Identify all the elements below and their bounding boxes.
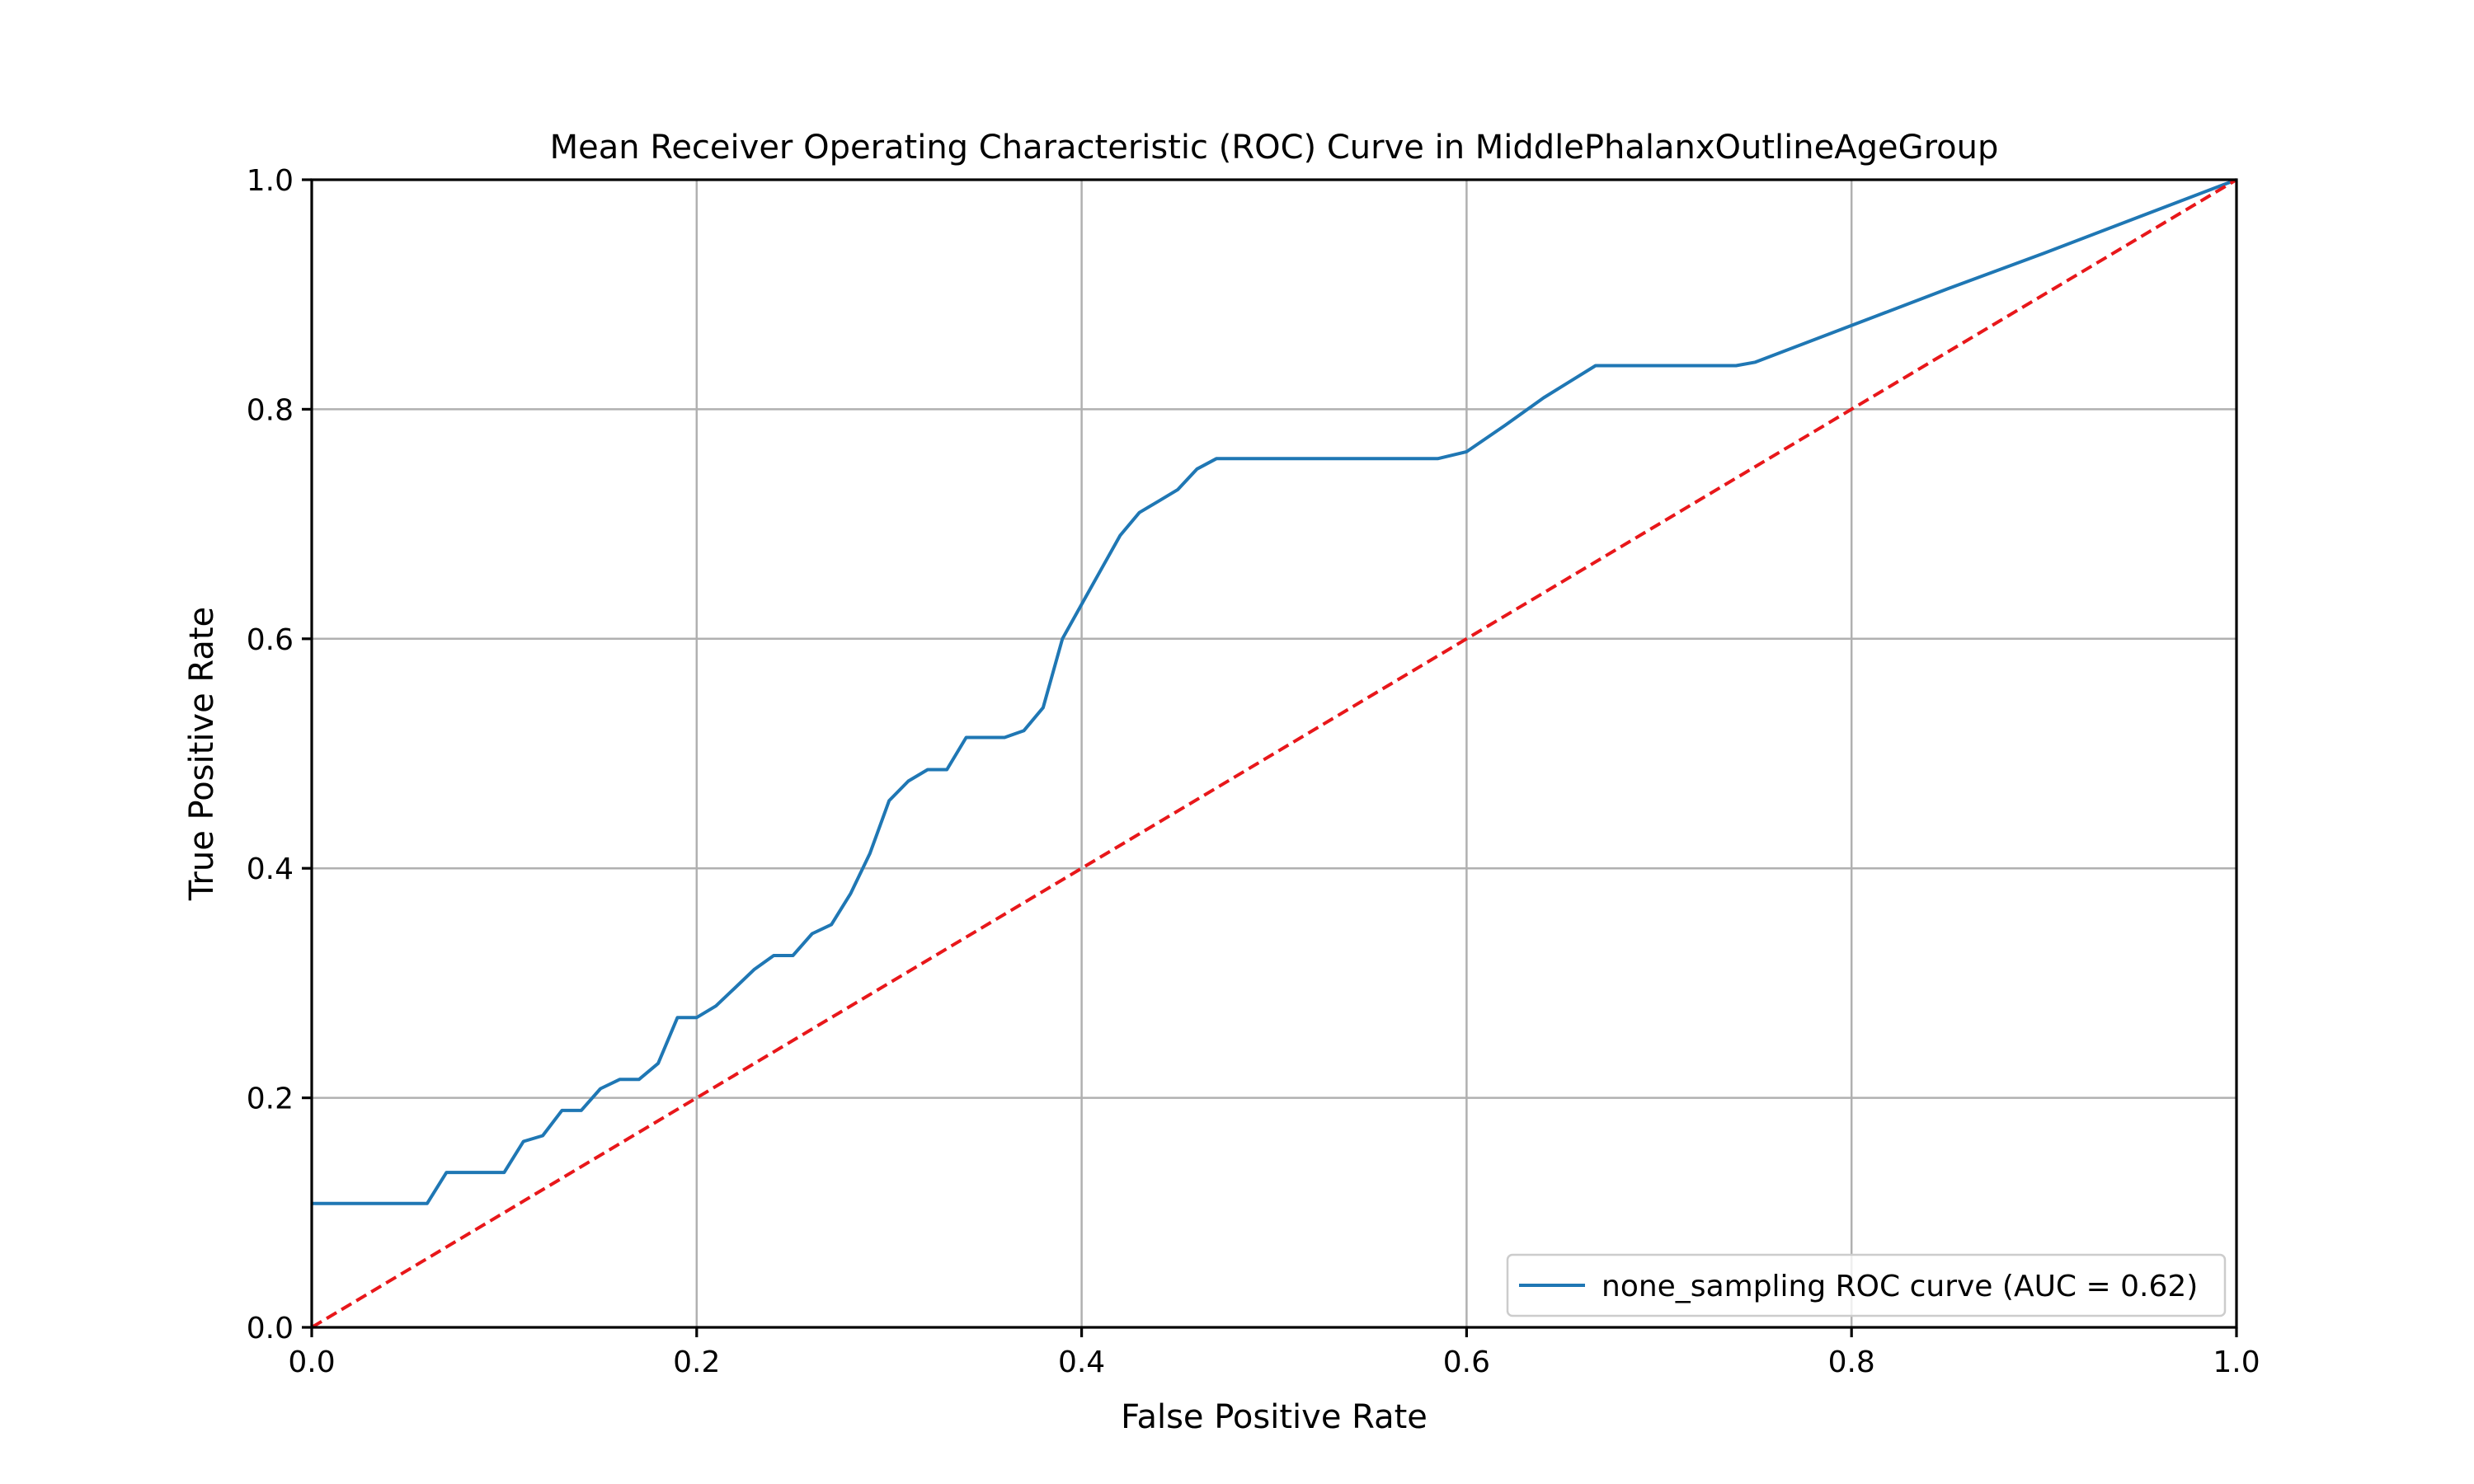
x-tick-label: 0.8 xyxy=(1828,1345,1875,1379)
series-layer xyxy=(310,178,2238,1329)
y-tick-label: 0.4 xyxy=(247,852,294,886)
diagonal-reference-line xyxy=(310,178,2238,1329)
x-tick-label: 0.2 xyxy=(673,1345,720,1379)
y-tick-label: 0.8 xyxy=(247,393,294,427)
x-axis-label: False Positive Rate xyxy=(1121,1398,1427,1436)
x-tick-label: 1.0 xyxy=(2213,1345,2260,1379)
x-tick-label: 0.6 xyxy=(1443,1345,1490,1379)
legend-entry-label: none_sampling ROC curve (AUC = 0.62) xyxy=(1602,1270,2198,1303)
plot-frame xyxy=(310,178,2238,1329)
y-tick-label: 0.0 xyxy=(247,1312,294,1345)
y-axis-label: True Positive Rate xyxy=(183,607,221,901)
legend-box xyxy=(1506,1253,2227,1317)
x-tick-label: 0.4 xyxy=(1058,1345,1105,1379)
x-tick-label: 0.0 xyxy=(288,1345,335,1379)
tick-layer: 0.0 0.2 0.4 0.6 0.8 1.0 0.0 0.2 0.4 0.6 0.8 1.0 xyxy=(247,164,2260,1379)
y-tick-label: 1.0 xyxy=(247,164,294,198)
y-tick-label: 0.6 xyxy=(247,623,294,657)
y-tick-label: 0.2 xyxy=(247,1082,294,1116)
legend: none_sampling ROC curve (AUC = 0.62) xyxy=(1506,1253,2227,1317)
roc-curve-line xyxy=(312,178,2237,1205)
chart-title: Mean Receiver Operating Characteristic (… xyxy=(550,129,1999,167)
